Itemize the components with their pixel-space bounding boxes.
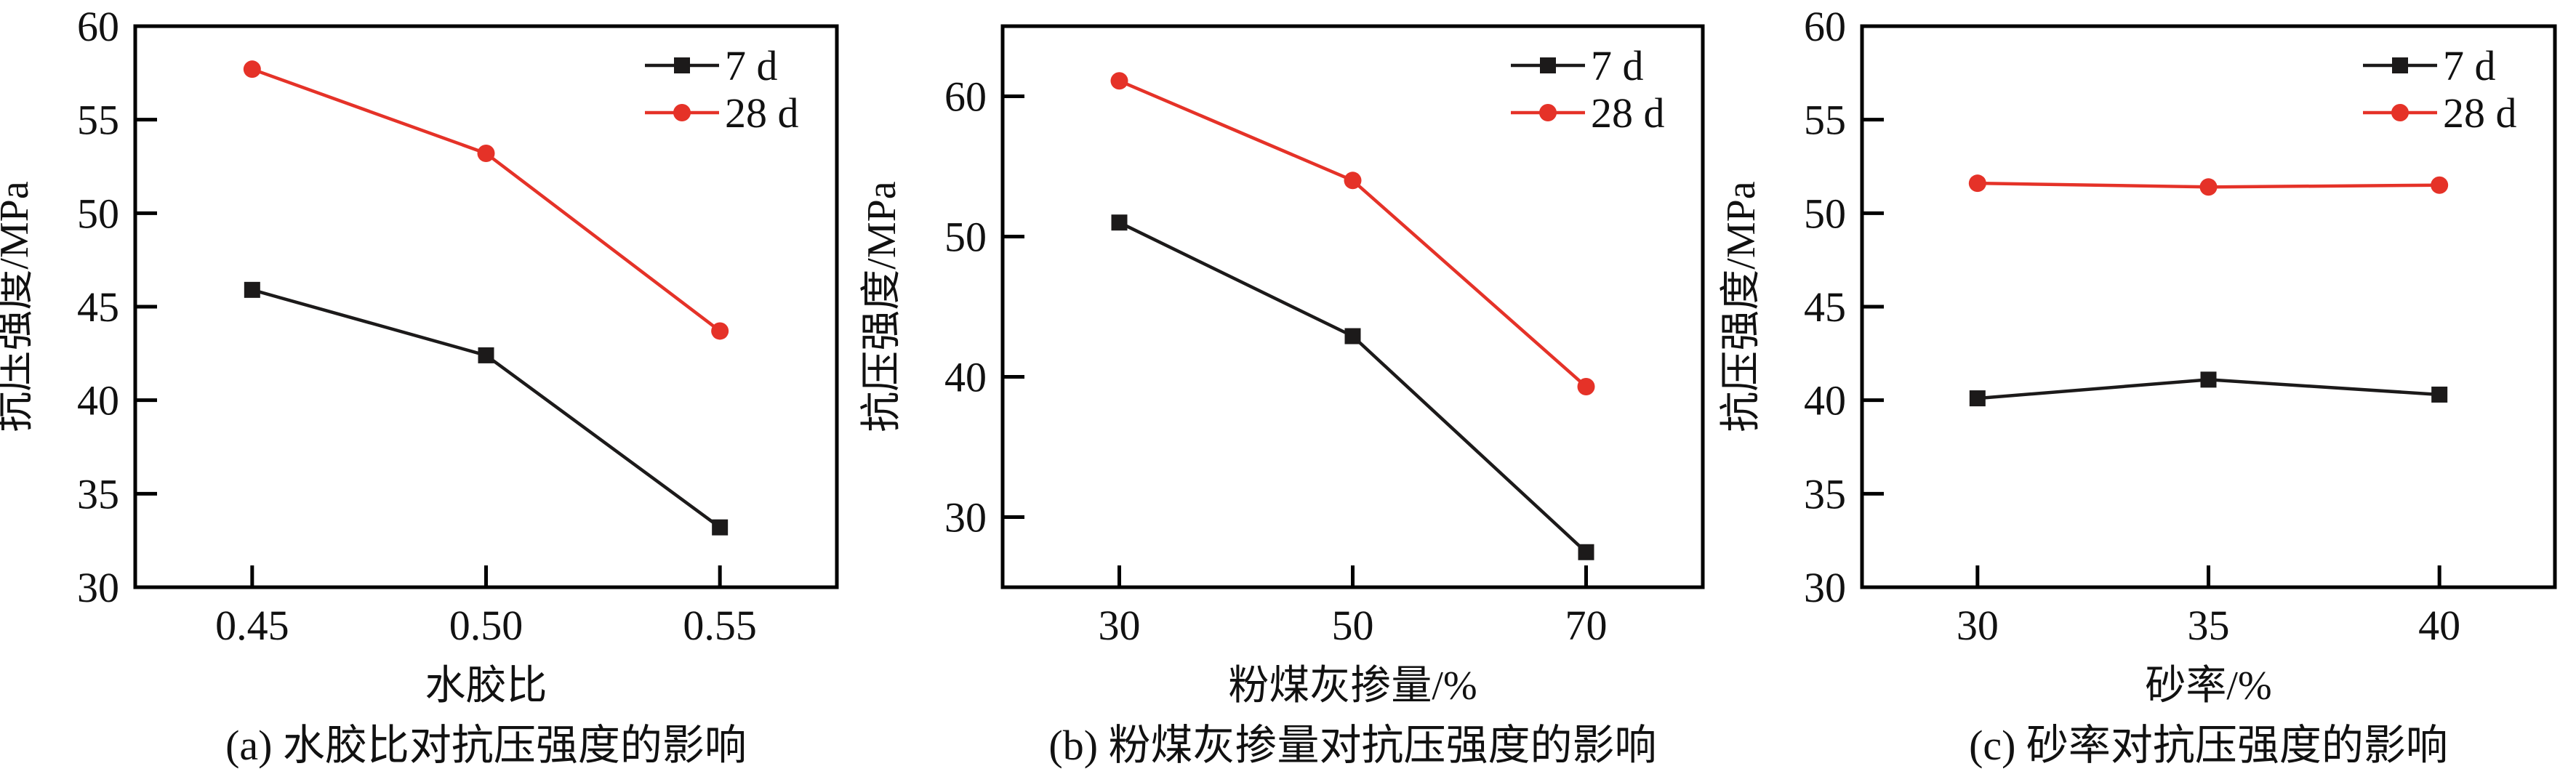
- panel-caption: (c) 砂率对抗压强度的影响: [1969, 722, 2448, 769]
- data-point-28d: [2199, 178, 2218, 196]
- legend-circle-marker: [1539, 104, 1557, 121]
- plot-frame: [1000, 24, 1705, 589]
- x-tick-label: 0.45: [215, 602, 289, 649]
- panel-caption: (b) 粉煤灰掺量对抗压强度的影响: [1048, 722, 1656, 769]
- chart-panel-a: 30 35 40 45 50 55 60 0.45 0.50 0.55 7 d28 d 水胶比 抗压强度…: [0, 3, 839, 769]
- y-tick-label: 50: [1804, 190, 1846, 237]
- y-tick-label: 60: [77, 3, 119, 50]
- y-axis-label: 抗压强度/MPa: [859, 181, 904, 432]
- data-point-7d: [2200, 371, 2217, 388]
- plot-frame: [1860, 24, 2557, 589]
- x-tick-label: 30: [1099, 602, 1141, 649]
- y-tick-label: 50: [944, 214, 987, 261]
- y-tick-label: 30: [77, 564, 119, 611]
- y-tick-label: 45: [1804, 283, 1846, 331]
- legend: 7 d28 d: [645, 42, 799, 137]
- data-point-7d: [1969, 390, 1986, 407]
- data-point-28d: [711, 322, 729, 340]
- legend-circle-marker: [2391, 104, 2409, 121]
- legend-label: 28 d: [725, 89, 799, 137]
- x-axis-label: 水胶比: [425, 664, 547, 709]
- y-tick-label: 40: [1804, 377, 1846, 424]
- y-axis-label: 抗压强度/MPa: [1719, 181, 1764, 432]
- legend-label: 28 d: [1591, 89, 1665, 137]
- y-tick-label: 60: [944, 73, 987, 121]
- plot-frame: [133, 24, 839, 589]
- legend-square-marker: [674, 57, 690, 73]
- data-point-7d: [1111, 214, 1128, 231]
- y-tick-label: 30: [1804, 564, 1846, 611]
- chart-panel-b: 30 40 50 60 30 50 70 7 d28 d 粉煤灰掺量/% 抗压强度/MPa (b) …: [859, 24, 1705, 769]
- data-point-28d: [1110, 72, 1128, 90]
- data-point-28d: [1344, 172, 1362, 190]
- y-tick-label: 55: [77, 97, 119, 144]
- x-tick-label: 0.55: [683, 602, 757, 649]
- legend-label: 7 d: [2443, 42, 2496, 89]
- data-point-28d: [1577, 378, 1595, 396]
- y-tick-label: 30: [944, 494, 987, 541]
- y-tick-label: 40: [944, 354, 987, 401]
- legend: 7 d28 d: [1511, 42, 1665, 137]
- y-tick-label: 60: [1804, 3, 1846, 50]
- data-point-7d: [712, 519, 729, 536]
- data-point-28d: [2431, 176, 2449, 194]
- y-tick-label: 55: [1804, 97, 1846, 144]
- legend-label: 28 d: [2443, 89, 2517, 137]
- legend-circle-marker: [673, 104, 691, 121]
- x-tick-label: 70: [1565, 602, 1608, 649]
- data-point-28d: [1968, 174, 1986, 193]
- x-tick-label: 30: [1957, 602, 1999, 649]
- x-tick-label: 40: [2418, 602, 2460, 649]
- data-point-28d: [477, 144, 495, 162]
- data-point-28d: [243, 60, 261, 78]
- legend: 7 d28 d: [2363, 42, 2517, 137]
- x-tick-label: 0.50: [449, 602, 523, 649]
- legend-label: 7 d: [725, 42, 778, 89]
- x-axis-label: 粉煤灰掺量/%: [1228, 664, 1477, 709]
- data-point-7d: [244, 281, 260, 298]
- y-tick-label: 35: [77, 470, 119, 517]
- panel-caption: (a) 水胶比对抗压强度的影响: [225, 722, 747, 769]
- x-tick-label: 35: [2188, 602, 2230, 649]
- legend-label: 7 d: [1591, 42, 1644, 89]
- series-line-28d: [252, 68, 721, 333]
- x-tick-label: 50: [1332, 602, 1374, 649]
- y-tick-label: 50: [77, 190, 119, 237]
- legend-square-marker: [2392, 57, 2408, 73]
- data-point-7d: [1344, 328, 1361, 344]
- data-point-7d: [1578, 544, 1594, 560]
- data-point-7d: [2431, 386, 2448, 403]
- series-line-7d: [1118, 221, 1588, 554]
- x-axis-label: 砂率/%: [2145, 664, 2271, 709]
- y-axis-label: 抗压强度/MPa: [0, 181, 37, 432]
- chart-panel-c: 30 35 40 45 50 55 60 30 35 40 7 d28 d 砂率/% 抗压强度/MPa (…: [1719, 3, 2557, 769]
- y-tick-label: 40: [77, 377, 119, 424]
- y-tick-label: 45: [77, 283, 119, 331]
- data-point-7d: [478, 347, 494, 363]
- y-tick-label: 35: [1804, 470, 1846, 517]
- series-line-7d: [252, 288, 721, 529]
- legend-square-marker: [1540, 57, 1556, 73]
